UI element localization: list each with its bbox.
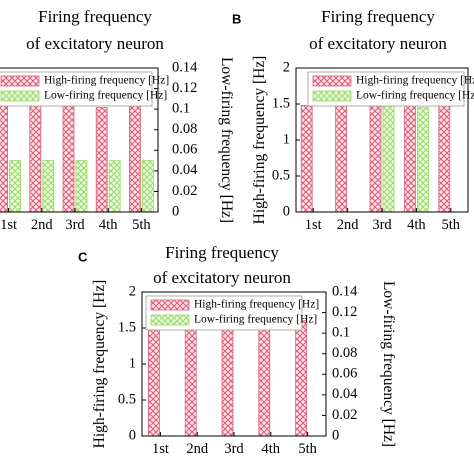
x-tick-label: 5th	[298, 441, 317, 457]
panel-a: Firing frequency of excitatory neuron 1st 2…	[0, 7, 235, 233]
legend-label-high: High-firing frequency [Hz]	[356, 75, 474, 87]
high-firing-bar-1st	[300, 105, 313, 213]
legend-label-low: Low-firing frequency [Hz]	[44, 90, 167, 102]
legend-swatch-low	[0, 90, 40, 102]
high-firing-bar-2nd	[184, 320, 197, 437]
high-firing-bar-3rd	[62, 103, 75, 213]
panel-label: B	[232, 11, 241, 26]
high-firing-bar-5th	[438, 105, 451, 213]
low-firing-bar-4th	[416, 107, 429, 213]
legend-swatch-low	[150, 314, 190, 326]
right-y-tick-label: 0.06	[332, 366, 357, 382]
left-y-tick-label: 1.5	[272, 95, 290, 111]
legend: High-firing frequency [Hz] Low-firing fre…	[145, 295, 319, 331]
left-y-tick-label: 0.5	[272, 167, 290, 183]
x-tick-label: 1st	[0, 217, 17, 233]
legend: High-firing frequency [Hz] Low-firing fre…	[0, 71, 169, 107]
high-firing-bar-4th	[258, 320, 271, 437]
right-y-tick-label: 0.1	[332, 324, 350, 340]
left-y-tick-label: 0	[129, 427, 136, 443]
high-firing-bar-3rd	[369, 103, 382, 213]
high-firing-bar-4th	[95, 107, 108, 213]
right-y-tick-label: 0.14	[172, 59, 198, 75]
right-y-tick-label: 0.12	[332, 304, 357, 320]
high-firing-bar-3rd	[221, 320, 234, 437]
legend-swatch-low	[312, 90, 352, 102]
chart-title-line-1: Firing frequency	[321, 7, 435, 26]
legend-swatch-high	[150, 299, 190, 311]
left-y-tick-label: 2	[283, 59, 290, 75]
right-y-axis-label: Low-firing frequency [Hz]	[380, 281, 397, 447]
x-tick-label: 2nd	[186, 441, 209, 457]
right-y-tick-label: 0.08	[172, 121, 197, 137]
high-firing-bar-2nd	[29, 100, 42, 213]
left-y-tick-label: 2	[129, 283, 136, 299]
high-firing-bar-5th	[295, 320, 308, 437]
left-y-tick-label: 0.5	[118, 391, 136, 407]
low-firing-bar-2nd	[42, 160, 55, 213]
high-firing-bar-4th	[403, 103, 416, 213]
right-y-axis-label: Low-firing frequency [Hz]	[218, 57, 235, 223]
x-tick-label: 4th	[99, 217, 118, 233]
legend: High-firing frequency [Hz] Low-firing fre…	[307, 71, 474, 107]
legend-label-high: High-firing frequency [Hz]	[44, 75, 169, 87]
x-tick-label: 2nd	[31, 217, 54, 233]
low-firing-bar-5th	[141, 160, 154, 213]
panel-c: C Firing frequency of excitatory neuron 1st…	[78, 243, 397, 457]
high-firing-bar-1st	[0, 103, 9, 213]
right-y-tick-label: 0	[172, 203, 179, 219]
left-y-tick-label: 1.5	[118, 319, 136, 335]
chart-title-line-2: of excitatory neuron	[309, 34, 447, 53]
x-tick-label: 4th	[262, 441, 281, 457]
right-y-tick-label: 0.12	[172, 80, 197, 96]
x-tick-label: 3rd	[65, 217, 85, 233]
x-tick-label: 3rd	[372, 217, 392, 233]
chart-title-line-2: of excitatory neuron	[153, 268, 291, 287]
low-firing-bar-1st	[9, 160, 22, 213]
legend-swatch-high	[312, 75, 352, 87]
right-y-tick-label: 0.08	[332, 345, 357, 361]
x-tick-label: 2nd	[337, 217, 360, 233]
chart-title-line-1: Firing frequency	[165, 243, 279, 262]
right-y-tick-label: 0.02	[332, 407, 357, 423]
x-tick-label: 5th	[442, 217, 461, 233]
x-tick-label: 4th	[407, 217, 426, 233]
right-y-tick-label: 0.06	[172, 142, 197, 158]
low-firing-bar-3rd	[382, 105, 395, 213]
right-y-tick-label: 0.04	[332, 386, 358, 402]
chart-title-line-2: of excitatory neuron	[26, 34, 164, 53]
left-y-tick-label: 1	[129, 355, 136, 371]
x-tick-label: 1st	[152, 441, 169, 457]
x-tick-label: 3rd	[224, 441, 244, 457]
legend-swatch-high	[0, 75, 40, 87]
x-tick-label: 5th	[132, 217, 151, 233]
left-y-axis-label: High-firing frequency [Hz]	[91, 280, 108, 449]
legend-label-low: Low-firing frequency [Hz]	[356, 90, 474, 102]
left-y-axis-label: High-firing frequency [Hz]	[251, 56, 268, 225]
chart-title-line-1: Firing frequency	[38, 7, 152, 26]
high-firing-bar-5th	[128, 103, 141, 213]
legend-label-low: Low-firing frequency [Hz]	[194, 314, 317, 326]
right-y-tick-label: 0.02	[172, 183, 197, 199]
legend-label-high: High-firing frequency [Hz]	[194, 299, 319, 311]
x-tick-label: 1st	[305, 217, 322, 233]
low-firing-bar-3rd	[75, 160, 88, 213]
low-firing-bar-4th	[108, 160, 121, 213]
panel-b: B Firing frequency of excitatory neuron 1st…	[232, 7, 474, 233]
right-y-tick-label: 0.14	[332, 283, 358, 299]
panel-label: C	[78, 249, 88, 264]
left-y-tick-label: 1	[283, 131, 290, 147]
right-y-tick-label: 0.1	[172, 100, 190, 116]
high-firing-bar-2nd	[335, 103, 348, 213]
right-y-tick-label: 0.04	[172, 162, 198, 178]
left-y-tick-label: 0	[283, 203, 290, 219]
high-firing-bar-1st	[147, 320, 160, 437]
right-y-tick-label: 0	[332, 427, 339, 443]
